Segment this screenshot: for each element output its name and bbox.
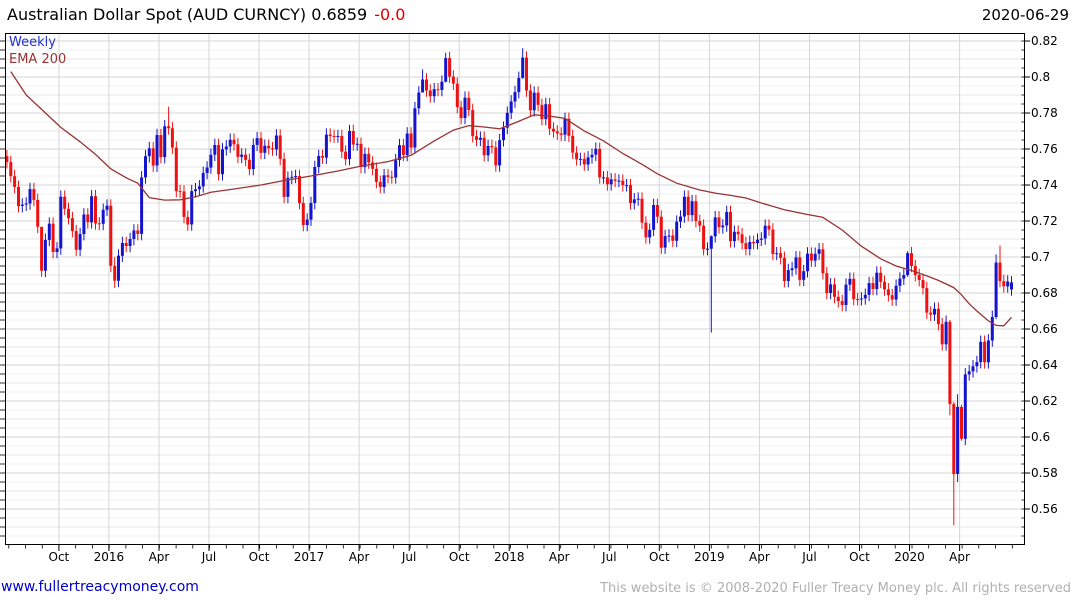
x-axis-label: Jul (401, 550, 417, 564)
x-axis-label: Oct (448, 550, 470, 564)
y-axis-label: 0.58 (1031, 466, 1058, 480)
y-axis-label: 0.6 (1031, 430, 1051, 444)
x-axis-label: Apr (348, 550, 370, 564)
candles (5, 48, 1013, 526)
legend-ema-200: EMA 200 (9, 52, 67, 67)
x-axis-label: Jul (802, 550, 817, 564)
x-axis-label: Oct (48, 550, 70, 564)
copyright-notice: This website is © 2008-2020 Fuller Treac… (600, 581, 1071, 596)
x-axis-label: 2017 (293, 550, 325, 564)
x-axis-label: Apr (148, 550, 170, 564)
y-axis-label: 0.68 (1031, 286, 1058, 300)
legend-weekly: Weekly (9, 35, 56, 50)
x-axis-label: Apr (749, 550, 770, 564)
x-axis-label: Jul (201, 550, 217, 564)
chart-title-row: Australian Dollar Spot (AUD CURNCY) 0.68… (7, 5, 405, 24)
y-axis-label: 0.66 (1031, 322, 1058, 336)
footer-website-link[interactable]: www.fullertreacymoney.com (1, 579, 199, 595)
price-change: -0.0 (374, 5, 406, 24)
x-axis-label: Apr (548, 550, 570, 564)
y-axis-label: 0.74 (1031, 178, 1058, 192)
x-axis-label: Oct (648, 550, 670, 564)
x-axis-label: Jul (602, 550, 617, 564)
x-axis-label: 2020 (894, 550, 925, 564)
chart-date: 2020-06-29 (981, 6, 1069, 24)
y-axis-label: 0.72 (1031, 214, 1058, 228)
y-axis-label: 0.64 (1031, 358, 1058, 372)
x-axis-label: 2019 (694, 550, 725, 564)
y-axis-label: 0.82 (1031, 34, 1058, 48)
ema-200-line (10, 71, 1012, 327)
y-axis-label: 0.62 (1031, 394, 1058, 408)
y-axis-label: 0.7 (1031, 250, 1051, 264)
x-axis-label: 2016 (93, 550, 125, 564)
x-axis-label: Apr (949, 550, 970, 564)
y-axis-label: 0.76 (1031, 142, 1058, 156)
x-axis-label: Oct (849, 550, 870, 564)
y-axis-label: 0.78 (1031, 106, 1058, 120)
y-axis-label: 0.56 (1031, 502, 1058, 516)
chart-title: Australian Dollar Spot (AUD CURNCY) 0.68… (7, 5, 368, 24)
x-axis-label: Oct (248, 550, 270, 564)
x-axis-label: 2018 (493, 550, 525, 564)
y-axis-label: 0.8 (1031, 70, 1051, 84)
